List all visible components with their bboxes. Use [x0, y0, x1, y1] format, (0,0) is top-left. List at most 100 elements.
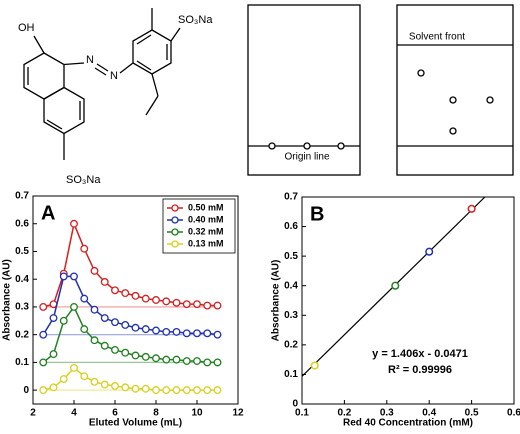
data-point: [213, 358, 222, 367]
legend-marker: [171, 204, 179, 212]
y-tick-label: 0.6: [284, 221, 298, 232]
data-point: [193, 357, 201, 365]
bond: [145, 95, 159, 116]
data-point: [90, 266, 99, 275]
bond: [96, 63, 109, 72]
data-point: [111, 382, 119, 390]
bond: [119, 62, 134, 74]
data-point: [59, 272, 68, 281]
annotation: R² = 0.99996: [388, 364, 452, 376]
panel-label: A: [41, 202, 55, 224]
legend-marker: [171, 216, 179, 224]
data-point: [162, 327, 171, 336]
data-point: [131, 291, 140, 300]
ring: [43, 86, 85, 135]
data-point: [121, 289, 130, 298]
bond: [136, 60, 152, 71]
plate-label: Origin line: [284, 152, 329, 163]
data-point: [203, 386, 212, 395]
spot: [417, 69, 425, 77]
data-point: [141, 325, 150, 334]
legend-marker: [171, 240, 179, 248]
data-point: [111, 286, 119, 295]
x-tick-label: 0.2: [337, 408, 351, 419]
data-point: [172, 327, 181, 336]
x-tick-label: 12: [232, 408, 244, 419]
data-point: [182, 357, 191, 365]
data-point: [131, 384, 140, 393]
y-tick-label: 0.7: [15, 191, 29, 202]
data-point: [182, 329, 191, 338]
y-tick-label: 0.5: [284, 251, 298, 262]
data-point: [193, 386, 201, 395]
data-point: [172, 386, 181, 395]
bond: [33, 35, 45, 54]
spot: [449, 96, 457, 104]
x-tick-label: 0.4: [422, 408, 436, 419]
plot-area: [302, 197, 486, 377]
data-point: [39, 302, 48, 311]
data-point: [121, 348, 130, 357]
x-axis-label: Red 40 Concentration (mM): [343, 418, 473, 429]
atom-label: N: [86, 54, 94, 66]
data-point: [39, 330, 48, 339]
y-axis-label: Absorbance (AU): [2, 259, 13, 341]
data-point: [203, 301, 212, 310]
data-point: [49, 383, 58, 392]
data-point: [131, 323, 140, 332]
panel-label: B: [310, 203, 324, 225]
y-tick-label: 0.1: [284, 369, 298, 380]
x-tick-label: 0.1: [295, 408, 309, 419]
data-point: [467, 204, 476, 213]
data-point: [90, 377, 99, 386]
data-point: [162, 355, 171, 364]
legend-label: 0.40 mM: [188, 214, 224, 224]
data-point: [70, 363, 78, 372]
spot: [449, 127, 457, 135]
y-tick-label: 0.6: [15, 218, 29, 229]
atom-label: N: [110, 70, 118, 82]
data-point: [111, 318, 119, 327]
y-tick-label: 0.3: [15, 302, 29, 313]
atom-label: SO₃Na: [66, 174, 101, 186]
y-tick-label: 0: [292, 399, 298, 410]
data-point: [193, 329, 201, 338]
x-tick-label: 10: [191, 408, 203, 419]
data-point: [152, 326, 160, 335]
data-point: [70, 272, 78, 281]
ring: [132, 29, 172, 75]
legend: 0.50 mM 0.40 mM 0.32 mM 0.13 mM: [162, 198, 236, 254]
data-point: [90, 305, 99, 314]
data-point: [59, 316, 68, 325]
bond: [136, 34, 152, 45]
data-point: [39, 358, 48, 367]
y-tick-label: 0.7: [284, 192, 298, 203]
data-point: [90, 336, 99, 345]
bond: [151, 73, 159, 97]
data-point: [193, 300, 201, 309]
atom-label: SO₃Na: [178, 14, 213, 26]
legend-label: 0.50 mM: [188, 202, 224, 212]
legend-label: 0.32 mM: [188, 226, 224, 236]
data-point: [162, 386, 171, 395]
y-tick-label: 0.3: [284, 310, 298, 321]
x-tick-label: 4: [71, 408, 77, 419]
data-point: [39, 386, 48, 395]
chart: 2 4 6 8 10 12 0 0.1 0.2 0.3 0.4 0.5 0.6 0.7 Eluted Vol…: [2, 191, 244, 429]
x-tick-label: 0.6: [507, 408, 520, 419]
y-tick-label: 0.2: [15, 329, 29, 340]
plot-frame: [301, 196, 515, 405]
data-point: [141, 384, 150, 393]
plot-frame: [32, 195, 239, 405]
data-point: [80, 372, 89, 381]
legend-marker: [171, 228, 179, 236]
data-point: [111, 345, 119, 354]
x-axis-label: Eluted Volume (mL): [89, 418, 182, 429]
data-point: [162, 297, 171, 306]
data-point: [141, 294, 150, 303]
y-tick-label: 0.1: [15, 357, 29, 368]
chart: 0.1 0.2 0.3 0.4 0.5 0.600.10.20.30.40.50.60.7…: [271, 192, 520, 429]
ring: [23, 52, 65, 100]
y-tick-label: 0.5: [15, 246, 29, 257]
